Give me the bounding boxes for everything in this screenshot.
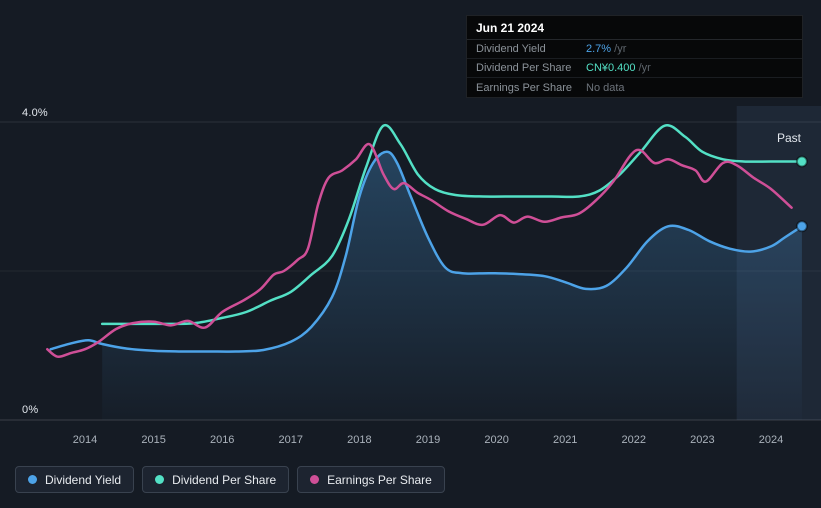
tooltip-row-dividend-per-share: Dividend Per Share CN¥0.400 /yr bbox=[467, 59, 802, 78]
tooltip-row-value: No data bbox=[586, 81, 625, 94]
legend-label: Dividend Yield bbox=[45, 472, 122, 487]
tooltip-row-earnings-per-share: Earnings Per Share No data bbox=[467, 78, 802, 97]
chart-legend: Dividend Yield Dividend Per Share Earnings… bbox=[15, 466, 445, 493]
x-tick-2017: 2017 bbox=[279, 434, 303, 446]
legend-toggle-dividend-yield[interactable]: Dividend Yield bbox=[15, 466, 135, 493]
legend-dot-icon bbox=[28, 475, 37, 484]
dividend-yield-line bbox=[49, 150, 804, 353]
x-tick-2014: 2014 bbox=[73, 434, 97, 446]
x-tick-2016: 2016 bbox=[210, 434, 234, 446]
x-tick-2020: 2020 bbox=[484, 434, 508, 446]
tooltip-row-value: 2.7% /yr bbox=[586, 43, 627, 55]
y-axis-label-min: 0% bbox=[22, 404, 39, 416]
y-axis-label-max: 4.0% bbox=[22, 107, 48, 119]
dividend-per-share-end-dot bbox=[795, 155, 808, 168]
tooltip-row-label: Dividend Per Share bbox=[476, 62, 572, 74]
x-tick-2023: 2023 bbox=[690, 434, 714, 446]
x-tick-2019: 2019 bbox=[416, 434, 440, 446]
x-tick-2024: 2024 bbox=[759, 434, 783, 446]
x-tick-2015: 2015 bbox=[141, 434, 165, 446]
tooltip-row-label: Dividend Yield bbox=[476, 43, 546, 55]
legend-dot-icon bbox=[155, 475, 165, 484]
x-tick-2018: 2018 bbox=[347, 434, 371, 446]
dividend-yield-area bbox=[102, 151, 802, 421]
chart-tooltip: Jun 21 2024 Dividend Yield 2.7% /yr Divide… bbox=[466, 15, 803, 98]
earnings-per-share-line bbox=[46, 142, 793, 359]
x-tick-2021: 2021 bbox=[553, 434, 577, 446]
legend-toggle-earnings-per-share[interactable]: Earnings Per Share bbox=[297, 466, 445, 493]
legend-label: Earnings Per Share bbox=[327, 472, 432, 487]
legend-dot-icon bbox=[310, 475, 320, 484]
tooltip-row-dividend-yield: Dividend Yield 2.7% /yr bbox=[467, 40, 802, 59]
legend-toggle-dividend-per-share[interactable]: Dividend Per Share bbox=[142, 466, 290, 493]
x-tick-2022: 2022 bbox=[622, 434, 646, 446]
past-region-label: Past bbox=[776, 131, 801, 145]
tooltip-date: Jun 21 2024 bbox=[467, 16, 802, 40]
tooltip-row-value: CN¥0.400 /yr bbox=[586, 62, 651, 74]
tooltip-row-label: Earnings Per Share bbox=[476, 81, 572, 94]
tooltip-rows: Dividend Yield 2.7% /yr Dividend Per Share… bbox=[467, 40, 802, 97]
dividend-yield-end-dot bbox=[795, 220, 808, 233]
dividend-per-share-line bbox=[100, 123, 804, 326]
past-region bbox=[736, 106, 821, 420]
dividend-history-chart[interactable]: 2014 2015 2016 2017 2018 2019 2020 2021 2022 2023… bbox=[0, 0, 821, 455]
legend-label: Dividend Per Share bbox=[172, 472, 277, 487]
